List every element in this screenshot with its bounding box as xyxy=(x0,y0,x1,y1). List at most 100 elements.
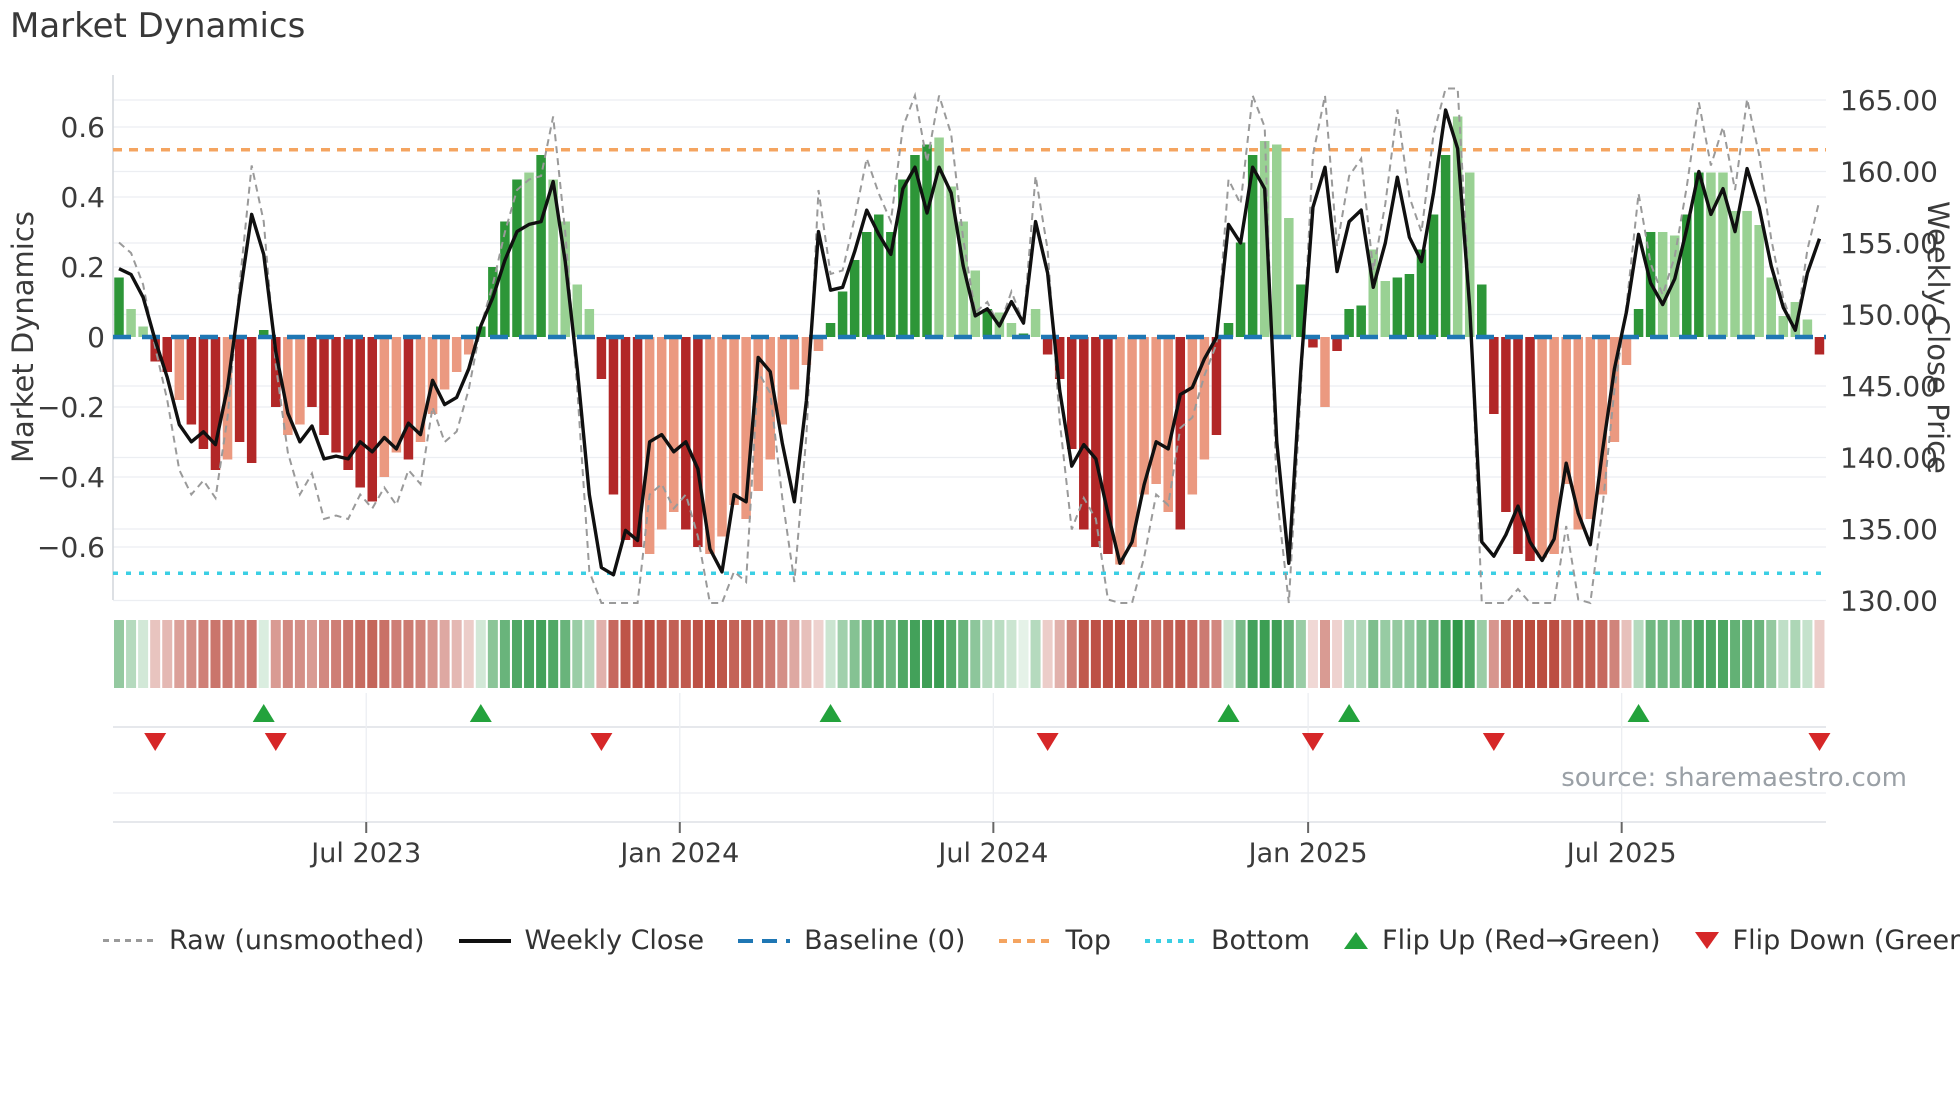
oscillator-bar xyxy=(403,337,414,460)
oscillator-bar xyxy=(174,337,185,400)
chart-title: Market Dynamics xyxy=(10,6,306,46)
heat-cell xyxy=(246,620,257,688)
heat-cell xyxy=(1573,620,1584,688)
y-tick-label-right: 160.00 xyxy=(1840,156,1938,189)
heat-cell xyxy=(994,620,1005,688)
heat-cell xyxy=(596,620,607,688)
heat-cell xyxy=(1163,620,1174,688)
heat-cell xyxy=(355,620,366,688)
oscillator-bar xyxy=(1585,337,1596,519)
oscillator-bar xyxy=(1235,242,1246,337)
oscillator-bar xyxy=(234,337,245,442)
oscillator-bar xyxy=(343,337,353,470)
x-tick-label: Jan 2025 xyxy=(1247,838,1368,869)
heat-cell xyxy=(572,620,583,688)
oscillator-bar xyxy=(1151,337,1161,484)
heat-cell xyxy=(1452,620,1463,688)
heat-cell xyxy=(1681,620,1692,688)
heat-cell xyxy=(1428,620,1439,688)
heat-cell xyxy=(1404,620,1415,688)
heat-cell xyxy=(282,620,293,688)
heat-cell xyxy=(656,620,667,688)
heat-cell xyxy=(717,620,727,688)
heat-cell xyxy=(753,620,764,688)
heat-cell xyxy=(210,620,221,688)
heat-cell xyxy=(1633,620,1644,688)
flip-down-legend-swatch xyxy=(1694,932,1719,949)
heat-cell xyxy=(391,620,402,688)
heat-cell xyxy=(126,620,137,688)
oscillator-bar xyxy=(1416,249,1427,337)
heat-cell xyxy=(1730,620,1741,688)
heat-cell xyxy=(114,620,124,688)
y-tick-label-left: −0.2 xyxy=(37,391,105,424)
oscillator-bar xyxy=(114,277,124,337)
oscillator-bar xyxy=(632,337,643,547)
oscillator-bar xyxy=(922,144,932,337)
legend-item-baseline[interactable]: Baseline (0) xyxy=(738,925,965,956)
heat-cell xyxy=(861,620,872,688)
oscillator-bar xyxy=(1633,309,1644,337)
y-tick-label-left: −0.4 xyxy=(37,461,105,494)
heat-cell xyxy=(1657,620,1668,688)
heat-cell xyxy=(1440,620,1451,688)
heat-cell xyxy=(1332,620,1343,688)
oscillator-bar xyxy=(934,137,944,337)
oscillator-bar xyxy=(1272,144,1282,337)
heat-cell xyxy=(1717,620,1728,688)
legend-item-label: Raw (unsmoothed) xyxy=(169,925,425,956)
oscillator-bar xyxy=(970,270,981,337)
oscillator-bar xyxy=(1537,337,1547,558)
y-tick-label-left: 0.4 xyxy=(60,181,105,214)
oscillator-bar xyxy=(1006,323,1017,337)
legend-item-label: Baseline (0) xyxy=(804,925,966,956)
oscillator-bar xyxy=(837,291,848,337)
legend-item-flip_down[interactable]: Flip Down (Green→Red) xyxy=(1694,925,1960,956)
oscillator-bar xyxy=(584,309,595,337)
heat-cell xyxy=(1561,620,1572,688)
oscillator-bar xyxy=(681,337,691,530)
heat-cell xyxy=(1030,620,1041,688)
oscillator-bar xyxy=(548,179,558,337)
heat-cell xyxy=(1464,620,1475,688)
heat-cell xyxy=(1392,620,1403,688)
legend-item-top[interactable]: Top xyxy=(999,925,1111,956)
oscillator-bar xyxy=(1561,337,1571,484)
oscillator-bar xyxy=(1621,337,1632,365)
heat-cell xyxy=(138,620,149,688)
oscillator-bar xyxy=(1103,337,1113,554)
oscillator-bar xyxy=(560,221,570,337)
heat-cell xyxy=(1102,620,1113,688)
oscillator-bar xyxy=(1259,141,1270,337)
oscillator-bar xyxy=(1211,337,1222,435)
legend-item-close[interactable]: Weekly Close xyxy=(458,925,704,956)
heat-cell xyxy=(415,620,426,688)
heat-cell xyxy=(258,620,269,688)
oscillator-bar xyxy=(451,337,462,372)
legend-item-raw[interactable]: Raw (unsmoothed) xyxy=(103,925,425,956)
legend-item-bottom[interactable]: Bottom xyxy=(1145,925,1310,956)
y-tick-label-right: 150.00 xyxy=(1840,299,1938,332)
oscillator-bar xyxy=(1247,155,1258,337)
oscillator-bar xyxy=(500,221,510,337)
heat-cell xyxy=(1609,620,1620,688)
heat-cell xyxy=(680,620,691,688)
flip-down-marker xyxy=(590,733,613,751)
oscillator-bar xyxy=(1440,155,1451,337)
legend-item-flip_up[interactable]: Flip Up (Red→Green) xyxy=(1344,925,1661,956)
oscillator-bar xyxy=(1223,323,1234,337)
heat-cell xyxy=(222,620,233,688)
oscillator-bar xyxy=(1163,337,1173,512)
flip-up-marker xyxy=(469,704,492,722)
y-tick-label-right: 155.00 xyxy=(1840,227,1938,260)
legend-item-label: Flip Up (Red→Green) xyxy=(1382,925,1661,956)
heat-cell xyxy=(319,620,330,688)
heat-cell xyxy=(1211,620,1222,688)
heat-cell xyxy=(1766,620,1777,688)
oscillator-bar xyxy=(813,337,824,351)
oscillator-bar xyxy=(693,337,703,547)
heat-cell xyxy=(741,620,752,688)
heat-cell xyxy=(1476,620,1487,688)
oscillator-bar xyxy=(150,337,160,362)
heat-cell xyxy=(1235,620,1246,688)
